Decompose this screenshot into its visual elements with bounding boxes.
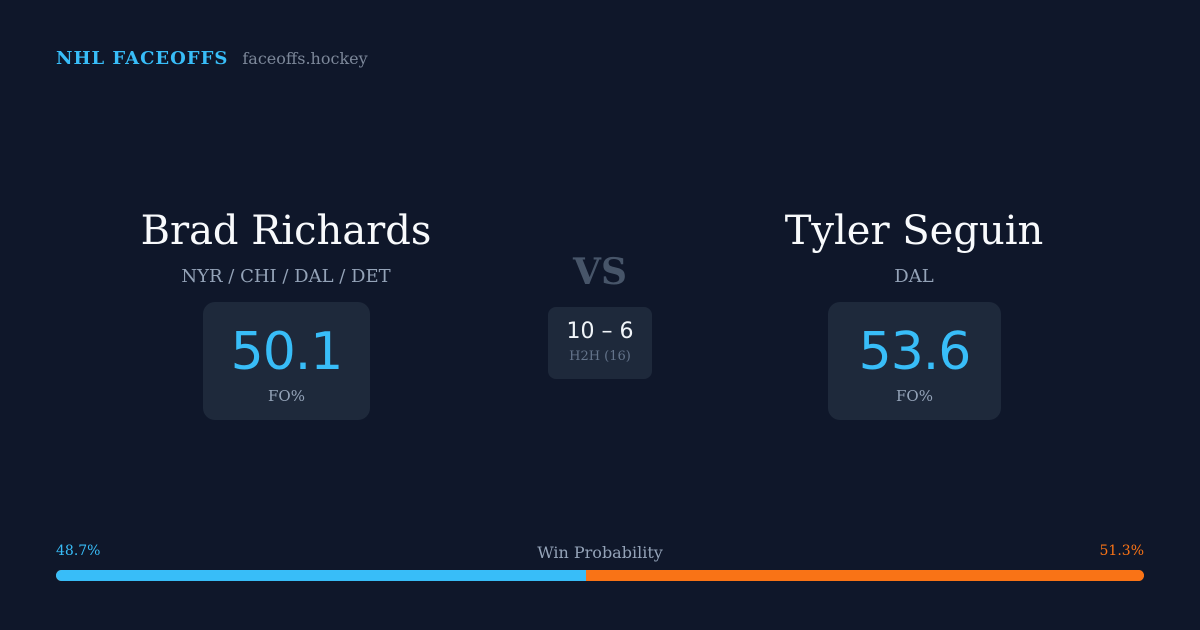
player-left-fo-label: FO% — [268, 387, 305, 405]
win-probability-right-fill — [585, 570, 1144, 581]
h2h-score: 10 – 6 — [566, 319, 634, 344]
player-right-fo-card: 53.6 FO% — [828, 302, 1001, 420]
player-left-teams: NYR / CHI / DAL / DET — [181, 266, 391, 287]
win-probability-right-value: 51.3% — [1099, 543, 1144, 559]
brand-url: faceoffs.hockey — [242, 49, 368, 68]
win-probability-left-value: 48.7% — [56, 543, 101, 559]
head-to-head-card: 10 – 6 H2H (16) — [548, 307, 652, 379]
player-right: Tyler Seguin DAL — [694, 208, 1134, 288]
h2h-label: H2H (16) — [569, 349, 631, 364]
win-probability-bar — [56, 570, 1144, 581]
player-left-fo-value: 50.1 — [230, 322, 344, 382]
player-right-fo-label: FO% — [896, 387, 933, 405]
player-right-name: Tyler Seguin — [784, 208, 1044, 254]
player-right-teams: DAL — [894, 266, 934, 287]
player-right-fo-value: 53.6 — [858, 322, 972, 382]
win-probability-left-fill — [56, 570, 586, 581]
win-probability-labels: Win Probability 48.7% 51.3% — [56, 543, 1144, 563]
win-probability-title: Win Probability — [537, 543, 663, 562]
brand-header: NHL FACEOFFS faceoffs.hockey — [56, 48, 368, 69]
vs-label: VS — [573, 251, 627, 293]
player-left-name: Brad Richards — [140, 208, 432, 254]
player-left: Brad Richards NYR / CHI / DAL / DET — [66, 208, 506, 288]
player-left-fo-card: 50.1 FO% — [203, 302, 370, 420]
brand-name: NHL FACEOFFS — [56, 48, 229, 69]
